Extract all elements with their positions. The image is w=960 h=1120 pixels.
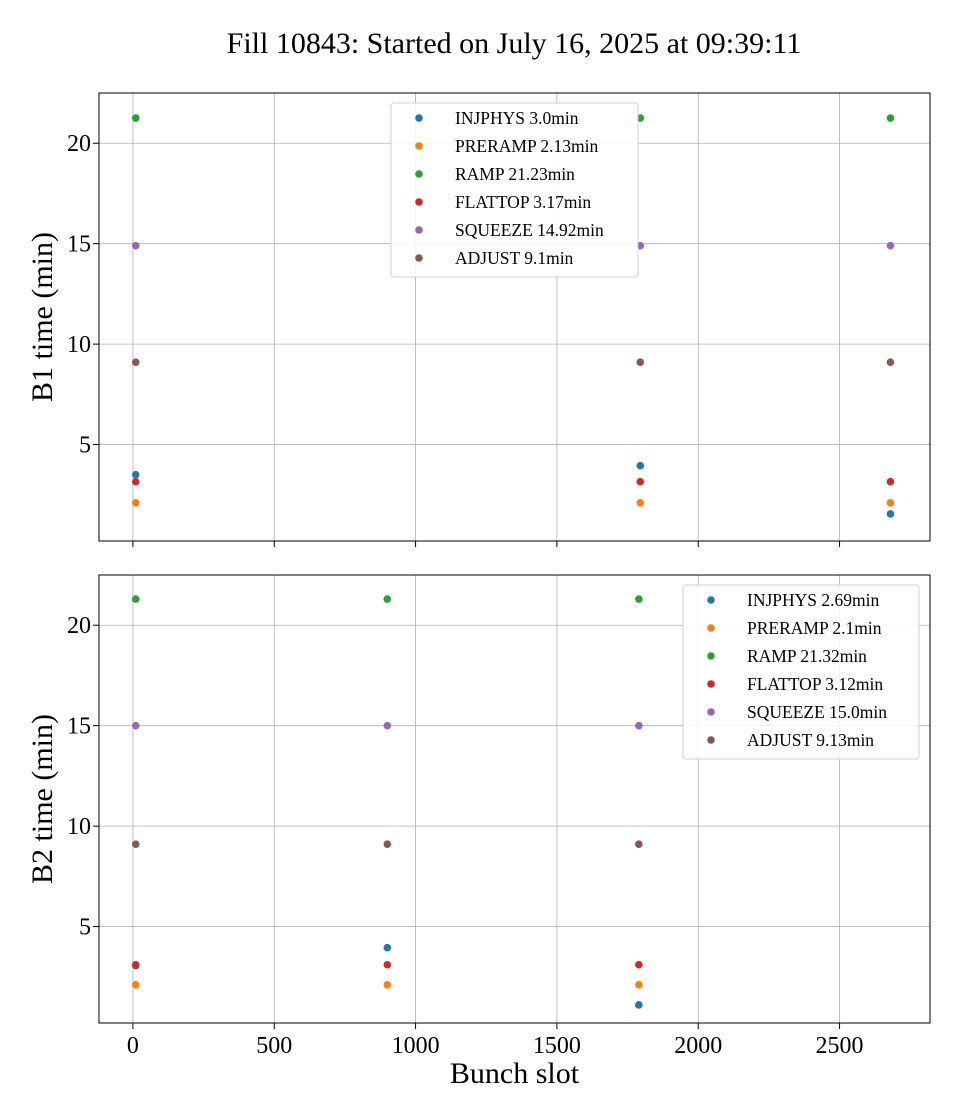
y-tick-label: 20 bbox=[67, 131, 91, 157]
data-point bbox=[635, 1001, 643, 1009]
data-point bbox=[886, 241, 895, 250]
legend-marker bbox=[707, 652, 715, 660]
data-point bbox=[636, 461, 645, 470]
axes-frame bbox=[98, 92, 931, 542]
x-tick-label: 500 bbox=[256, 1033, 292, 1059]
x-tick-label: 0 bbox=[127, 1033, 139, 1059]
data-point bbox=[131, 595, 140, 603]
legend-entry: SQUEEZE 14.92min bbox=[455, 220, 604, 240]
x-axis-label: Bunch slot bbox=[450, 1057, 580, 1090]
legend-marker bbox=[707, 680, 715, 688]
legend-box bbox=[390, 102, 639, 278]
data-point bbox=[383, 721, 392, 730]
legend-entry: RAMP 21.23min bbox=[455, 164, 575, 184]
data-point bbox=[131, 499, 140, 507]
legend-entry: FLATTOP 3.17min bbox=[455, 192, 591, 212]
data-point bbox=[886, 499, 895, 507]
legend-marker bbox=[415, 170, 423, 178]
legend-marker bbox=[707, 596, 715, 604]
legend-entry: ADJUST 9.1min bbox=[455, 248, 574, 268]
x-tick-label: 1500 bbox=[533, 1033, 581, 1059]
data-point bbox=[635, 721, 643, 730]
data-point bbox=[635, 595, 643, 603]
data-point bbox=[131, 960, 140, 969]
data-point bbox=[886, 358, 895, 367]
figure-title: Fill 10843: Started on July 16, 2025 at … bbox=[227, 27, 802, 60]
data-point bbox=[636, 499, 645, 507]
data-point bbox=[636, 477, 645, 486]
y-axis-label: B1 time (min) bbox=[26, 232, 59, 402]
x-tick-label: 2500 bbox=[816, 1033, 864, 1059]
data-point bbox=[383, 943, 392, 952]
y-tick-label: 15 bbox=[67, 714, 91, 740]
legend-entry: INJPHYS 2.69min bbox=[747, 590, 879, 610]
legend-marker bbox=[707, 708, 715, 716]
data-point bbox=[383, 981, 392, 989]
data-point bbox=[383, 840, 392, 849]
panel-b2: 0 500 1000 1500 2000 2500 5 10 15 20 B2 time (min)… bbox=[26, 574, 931, 1090]
data-point bbox=[131, 981, 140, 989]
y-tick-label: 10 bbox=[67, 332, 91, 358]
data-point bbox=[131, 840, 140, 849]
legend-marker bbox=[415, 198, 423, 206]
data-point bbox=[635, 981, 643, 989]
legend-entry: FLATTOP 3.12min bbox=[747, 674, 883, 694]
legend-entry: INJPHYS 3.0min bbox=[455, 108, 579, 128]
data-point bbox=[636, 358, 645, 367]
axes-frame bbox=[98, 574, 931, 1024]
legend-marker bbox=[415, 254, 423, 262]
legend-marker bbox=[415, 114, 423, 122]
legend-marker bbox=[415, 142, 423, 150]
data-point bbox=[131, 358, 140, 367]
data-point bbox=[635, 960, 643, 969]
legend-marker bbox=[415, 226, 423, 234]
legend-entry: RAMP 21.32min bbox=[747, 646, 867, 666]
data-point bbox=[383, 960, 392, 969]
legend-box bbox=[682, 584, 920, 760]
data-point bbox=[635, 840, 643, 849]
legend-marker bbox=[707, 624, 715, 632]
data-point bbox=[886, 114, 895, 122]
data-point bbox=[131, 721, 140, 730]
y-tick-label: 20 bbox=[67, 613, 91, 639]
legend-entry: PRERAMP 2.1min bbox=[747, 618, 882, 638]
data-point bbox=[131, 470, 140, 479]
legend-entry: PRERAMP 2.13min bbox=[455, 136, 599, 156]
data-point bbox=[383, 595, 392, 603]
panel-b1: 5 10 15 20 B1 time (min) INJPHYS 3.0min PRERAM… bbox=[26, 92, 931, 547]
data-point bbox=[886, 510, 895, 518]
legend-marker bbox=[707, 736, 715, 744]
y-tick-label: 5 bbox=[79, 433, 91, 459]
y-tick-label: 15 bbox=[67, 232, 91, 258]
data-point bbox=[131, 241, 140, 250]
legend-entry: SQUEEZE 15.0min bbox=[747, 702, 887, 722]
x-tick-label: 2000 bbox=[674, 1033, 722, 1059]
y-axis-label: B2 time (min) bbox=[26, 714, 59, 884]
y-tick-label: 10 bbox=[67, 814, 91, 840]
x-tick-label: 1000 bbox=[392, 1033, 440, 1059]
data-point bbox=[131, 477, 140, 486]
data-point bbox=[886, 477, 895, 486]
data-point bbox=[131, 114, 140, 122]
legend-entry: ADJUST 9.13min bbox=[747, 730, 874, 750]
y-tick-label: 5 bbox=[79, 915, 91, 941]
